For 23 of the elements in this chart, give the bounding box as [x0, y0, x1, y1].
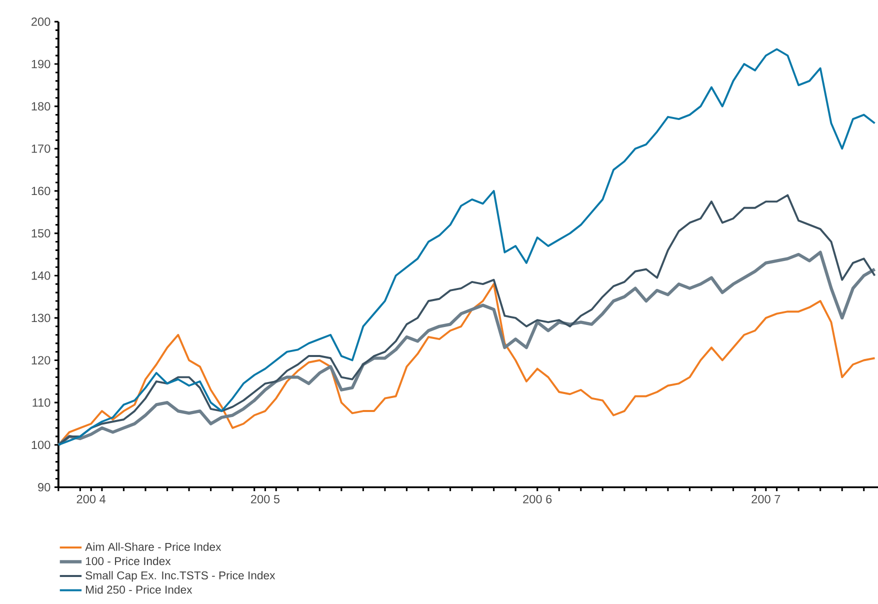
y-tick-label: 90	[38, 483, 50, 492]
x-tick-label: 200 6	[523, 495, 552, 504]
y-tick-label: 110	[32, 398, 50, 407]
legend-label: 100 - Price Index	[86, 557, 171, 566]
line-series	[56, 250, 876, 447]
line-series	[57, 194, 876, 446]
y-tick-label: 170	[32, 144, 50, 154]
y-tick-label: 160	[32, 186, 50, 196]
y-tick-label: 120	[32, 356, 50, 365]
x-tick-label: 200 7	[752, 495, 780, 504]
y-tick-label: 140	[32, 272, 50, 280]
y-tick-label: 150	[32, 229, 50, 238]
x-tick-label: 200 5	[251, 495, 280, 504]
y-tick-label: 130	[32, 314, 50, 322]
legend-label: Small Cap Ex. Inc.TSTS - Price Index	[86, 571, 276, 582]
y-tick-label: 100	[32, 440, 50, 450]
y-tick-label: 190	[32, 60, 50, 68]
x-tick-label: 200 4	[76, 495, 106, 504]
legend-label: Mid 250 - Price Index	[86, 586, 192, 594]
y-tick-label: 200	[32, 18, 50, 26]
line-series	[57, 283, 876, 446]
y-tick-label: 180	[32, 102, 50, 111]
legend-label: Aim All-Share - Price Index	[85, 542, 222, 552]
